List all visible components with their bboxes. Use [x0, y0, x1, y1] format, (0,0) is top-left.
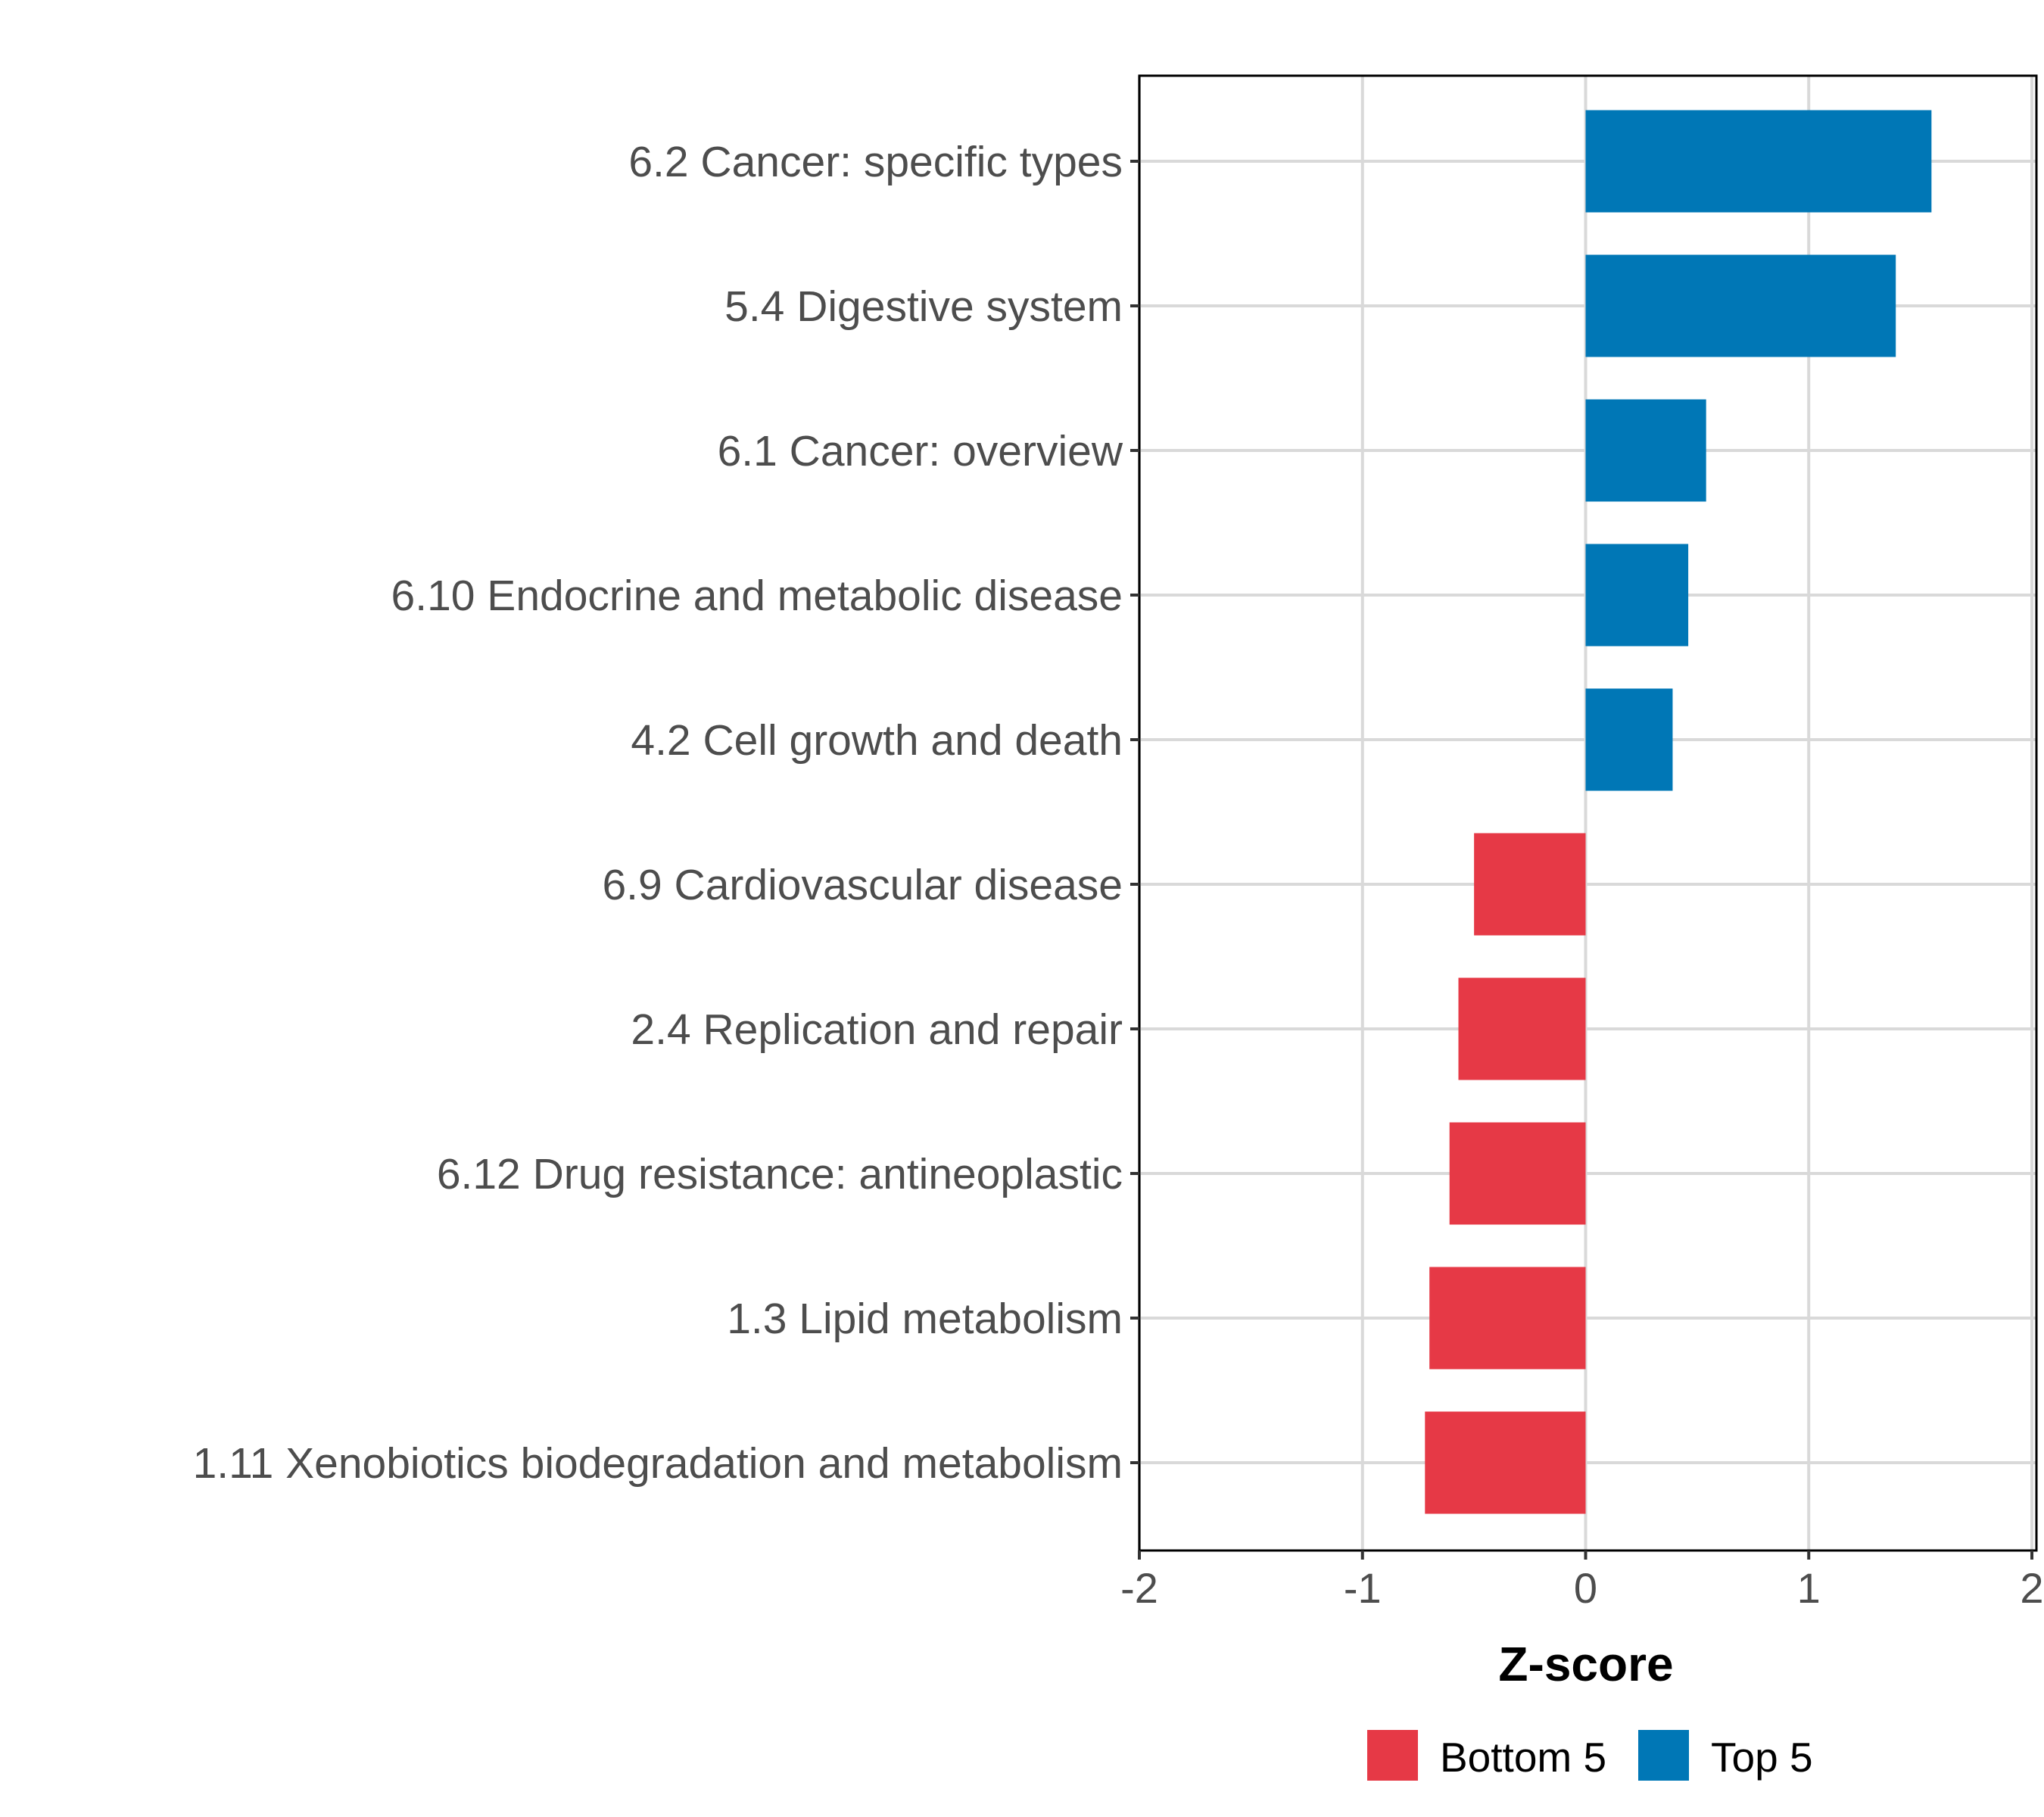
x-tick-label: 2 — [2020, 1564, 2043, 1612]
y-axis: 6.2 Cancer: specific types 5.4 Digestive … — [193, 138, 1139, 1488]
y-tick-label: 6.1 Cancer: overview — [718, 427, 1123, 475]
bar — [1585, 110, 1932, 213]
bars — [1425, 110, 1932, 1514]
x-axis: -2 -1 0 1 2 — [1120, 1551, 2044, 1612]
legend-key — [1367, 1730, 1418, 1781]
bar — [1585, 688, 1673, 791]
x-axis-title: Z-score — [1498, 1637, 1673, 1691]
bar — [1429, 1267, 1586, 1370]
legend: Bottom 5 Top 5 — [1367, 1730, 1813, 1781]
y-tick-label: 5.4 Digestive system — [724, 282, 1123, 331]
bar — [1585, 254, 1896, 357]
y-tick-label: 6.12 Drug resistance: antineoplastic — [437, 1150, 1123, 1198]
x-tick-label: 0 — [1574, 1564, 1597, 1612]
bar — [1474, 833, 1586, 936]
y-tick-label: 1.3 Lipid metabolism — [727, 1295, 1123, 1343]
y-tick-label: 6.9 Cardiovascular disease — [602, 861, 1123, 909]
bar — [1585, 399, 1706, 502]
x-tick-label: -1 — [1344, 1564, 1382, 1612]
bar — [1425, 1411, 1586, 1514]
legend-label: Top 5 — [1711, 1734, 1813, 1781]
y-tick-label: 6.2 Cancer: specific types — [628, 138, 1123, 186]
legend-key — [1638, 1730, 1689, 1781]
bar — [1449, 1122, 1586, 1225]
y-tick-label: 6.10 Endocrine and metabolic disease — [391, 572, 1123, 620]
y-tick-label: 2.4 Replication and repair — [631, 1005, 1123, 1054]
plot-panel-border — [1138, 74, 2038, 1552]
x-tick-label: 1 — [1797, 1564, 1821, 1612]
bar — [1458, 977, 1586, 1080]
x-tick-label: -2 — [1120, 1564, 1158, 1612]
legend-label: Bottom 5 — [1440, 1734, 1606, 1781]
y-tick-label: 1.11 Xenobiotics biodegradation and meta… — [193, 1439, 1123, 1488]
y-tick-label: 4.2 Cell growth and death — [631, 716, 1123, 765]
bar — [1585, 544, 1689, 647]
